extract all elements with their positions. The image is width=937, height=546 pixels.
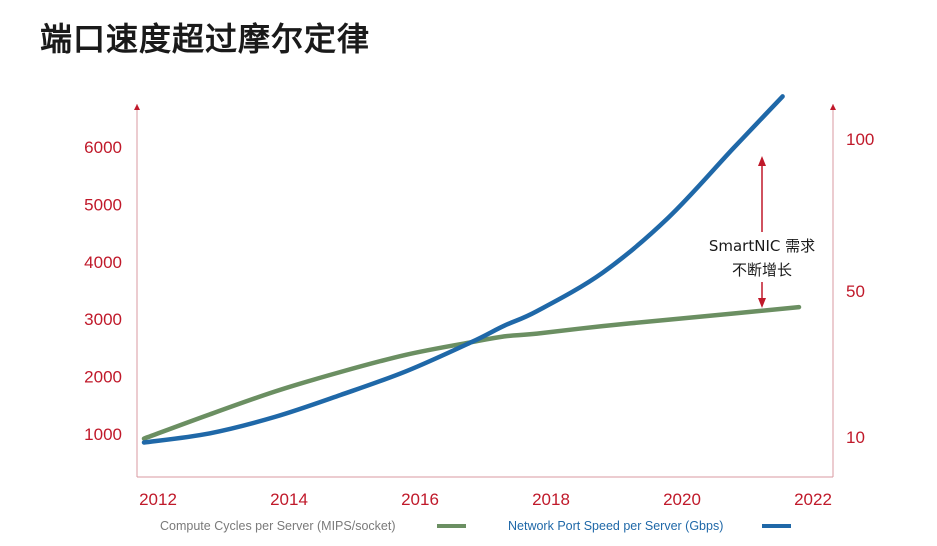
annotation-line-2: 不断增长 bbox=[732, 261, 792, 279]
left-axis-ticks: 1000 2000 3000 4000 5000 6000 bbox=[84, 138, 122, 444]
left-tick-label: 2000 bbox=[84, 368, 122, 387]
legend-label-network: Network Port Speed per Server (Gbps) bbox=[508, 519, 723, 533]
right-axis-arrow bbox=[830, 104, 836, 110]
x-tick-label: 2016 bbox=[401, 490, 439, 509]
chart-legend: Compute Cycles per Server (MIPS/socket) … bbox=[160, 519, 791, 533]
x-axis-ticks: 2012 2014 2016 2018 2020 2022 bbox=[139, 490, 832, 509]
annotation-arrowhead-down bbox=[758, 298, 766, 308]
right-axis-ticks: 10 50 100 bbox=[846, 130, 874, 447]
x-tick-label: 2014 bbox=[270, 490, 308, 509]
chart-axes bbox=[134, 104, 836, 478]
left-tick-label: 1000 bbox=[84, 425, 122, 444]
left-tick-label: 5000 bbox=[84, 195, 122, 214]
x-tick-label: 2012 bbox=[139, 490, 177, 509]
x-tick-label: 2022 bbox=[794, 490, 832, 509]
compute-cycles-line bbox=[141, 304, 802, 441]
left-tick-label: 4000 bbox=[84, 253, 122, 272]
network-port-speed-line bbox=[141, 94, 785, 445]
right-tick-label: 100 bbox=[846, 130, 874, 149]
left-tick-label: 6000 bbox=[84, 138, 122, 157]
left-axis-arrow bbox=[134, 104, 140, 110]
annotation-arrowhead-up bbox=[758, 156, 766, 166]
right-tick-label: 10 bbox=[846, 428, 865, 447]
x-tick-label: 2018 bbox=[532, 490, 570, 509]
smartnic-annotation: SmartNIC 需求 不断增长 bbox=[709, 156, 815, 308]
page-title: 端口速度超过摩尔定律 bbox=[40, 20, 371, 58]
legend-label-compute: Compute Cycles per Server (MIPS/socket) bbox=[160, 519, 396, 533]
series-lines bbox=[141, 94, 802, 445]
annotation-line-1: SmartNIC 需求 bbox=[709, 237, 815, 255]
left-tick-label: 3000 bbox=[84, 310, 122, 329]
right-tick-label: 50 bbox=[846, 282, 865, 301]
x-tick-label: 2020 bbox=[663, 490, 701, 509]
